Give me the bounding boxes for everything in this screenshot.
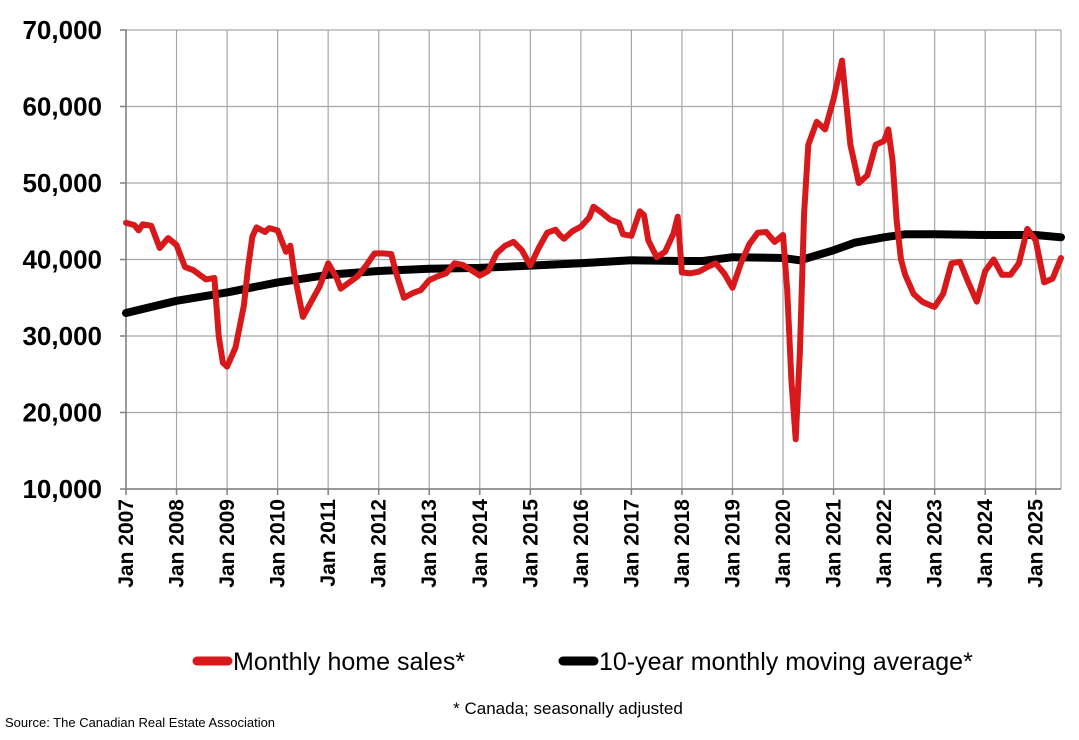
y-axis-ticks: 10,000 20,000 30,000 40,000 50,000 60,000 70,0… <box>22 15 126 504</box>
chart-legend: Monthly home sales* 10-year monthly movi… <box>192 648 973 676</box>
x-tick-label: Jan 2025 <box>1025 499 1048 588</box>
x-tick-label: Jan 2011 <box>317 499 340 587</box>
x-tick-label: Jan 2012 <box>368 499 391 588</box>
x-tick-label: Jan 2023 <box>924 499 947 588</box>
x-tick-label: Jan 2017 <box>620 499 643 588</box>
series-lines <box>122 57 1065 443</box>
y-tick-label: 30,000 <box>22 321 102 351</box>
x-tick-label: Jan 2015 <box>519 499 542 588</box>
x-tick-label: Jan 2010 <box>267 499 290 588</box>
y-tick-label: 10,000 <box>22 474 102 504</box>
y-tick-label: 50,000 <box>22 168 102 198</box>
legend-label-monthly-home-sales: Monthly home sales* <box>233 648 465 676</box>
x-axis-ticks: Jan 2007 Jan 2008 Jan 2009 Jan 2010 Jan 2011… <box>115 489 1048 588</box>
x-tick-label: Jan 2013 <box>418 499 441 588</box>
x-tick-label: Jan 2007 <box>115 499 138 588</box>
series-line-moving-average <box>122 230 1065 317</box>
x-tick-label: Jan 2020 <box>772 499 795 588</box>
y-tick-label: 60,000 <box>22 92 102 122</box>
y-tick-label: 70,000 <box>22 15 102 45</box>
x-tick-label: Jan 2009 <box>216 499 239 588</box>
y-tick-label: 40,000 <box>22 245 102 275</box>
x-tick-label: Jan 2008 <box>166 499 189 588</box>
x-tick-label: Jan 2024 <box>974 499 997 588</box>
chart-footnote: * Canada; seasonally adjusted <box>453 699 683 718</box>
x-tick-label: Jan 2019 <box>721 499 744 588</box>
chart-source: Source: The Canadian Real Estate Associa… <box>5 715 275 730</box>
x-tick-label: Jan 2014 <box>469 499 492 588</box>
legend-label-moving-average: 10-year monthly moving average* <box>599 648 973 676</box>
y-tick-label: 20,000 <box>22 398 102 428</box>
series-line-monthly-home-sales <box>123 57 1064 443</box>
x-tick-label: Jan 2022 <box>873 499 896 588</box>
x-tick-label: Jan 2018 <box>671 499 694 588</box>
x-tick-label: Jan 2021 <box>823 499 846 588</box>
x-tick-label: Jan 2016 <box>570 499 593 588</box>
